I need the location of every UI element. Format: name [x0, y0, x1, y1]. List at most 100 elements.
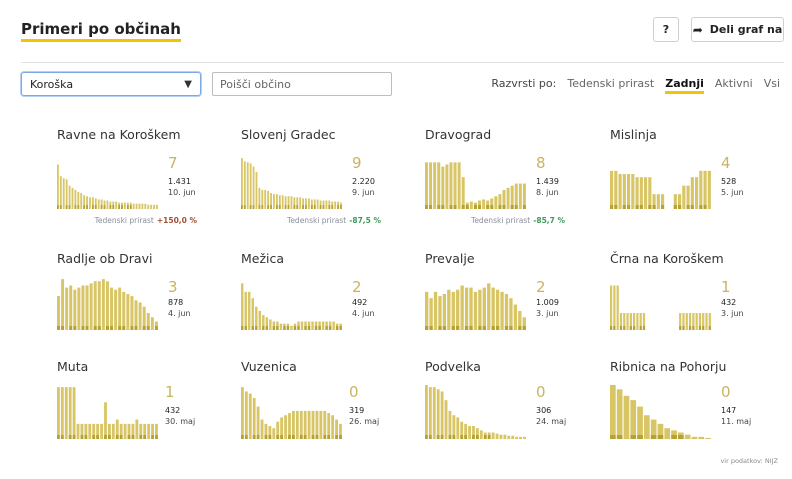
municipality-card[interactable]: Slovenj Gradec 9 2.220 9. jun Tedenski prira… — [241, 127, 421, 227]
sparkline-bar-active — [504, 326, 509, 330]
total-cases: 319 — [349, 406, 365, 415]
sparkline-bar — [332, 321, 335, 330]
sparkline-bar-active — [630, 435, 637, 439]
sparkline-bar — [57, 387, 60, 439]
sparkline-bar-active — [284, 205, 287, 209]
sparkline-bar — [290, 325, 293, 330]
sparkline-bar-active — [514, 205, 518, 209]
sparkline-bar — [108, 423, 111, 439]
municipality-card[interactable]: Mežica 2 492 4. jun — [241, 251, 421, 351]
sparkline-bar — [460, 285, 464, 330]
sort-option-weekly[interactable]: Tedenski prirast — [567, 77, 655, 90]
sparkline-bar — [522, 183, 526, 209]
municipality-card[interactable]: Mislinja 4 528 5. jun — [610, 127, 790, 227]
sparkline-bar — [627, 174, 631, 209]
latest-count: 3 — [168, 278, 178, 296]
weekly-trend-value: -85,7 % — [533, 216, 565, 225]
sparkline-bar-active — [633, 326, 636, 330]
sparkline-bar — [705, 437, 711, 439]
sparkline-bar-active — [702, 326, 705, 330]
share-button[interactable]: ➦ Deli graf na — [691, 17, 784, 42]
municipality-card[interactable]: Muta 1 432 30. maj — [57, 359, 237, 459]
sparkline-bar — [296, 197, 299, 209]
sparkline-bar — [690, 177, 694, 209]
sparkline-bar-active — [83, 205, 86, 209]
sparkline-bar — [482, 287, 486, 330]
sparkline-bar-active — [288, 435, 291, 439]
municipality-card[interactable]: Prevalje 2 1.009 3. jun — [425, 251, 605, 351]
help-button[interactable]: ? — [653, 17, 679, 42]
sparkline-bar — [695, 177, 699, 209]
municipality-card[interactable]: Dravograd 8 1.439 8. jun Tedenski prirast -85… — [425, 127, 605, 227]
sparkline-bar-active — [451, 326, 455, 330]
municipality-card[interactable]: Podvelka 0 306 24. maj — [425, 359, 605, 459]
sparkline-bar-active — [478, 205, 482, 209]
sparkline-bar-active — [302, 205, 305, 209]
sparkline-bar — [437, 162, 441, 209]
sparkline-bar-active — [256, 435, 260, 439]
sparkline-bar — [486, 200, 490, 209]
sparkline-bar — [339, 423, 342, 439]
sparkline-bar-active — [307, 326, 311, 330]
sparkline-bar — [304, 321, 307, 330]
sparkline-bar-active — [122, 326, 126, 330]
sparkline-bar — [644, 415, 650, 439]
sparkline-bar-active — [121, 205, 123, 209]
sparkline-bar — [115, 201, 118, 209]
sparkline-bar — [252, 397, 256, 439]
municipality-card[interactable]: Ravne na Koroškem 7 1.431 10. jun Tedenski p… — [57, 127, 237, 227]
sparkline-bar-active — [127, 435, 131, 439]
sparkline-bar — [519, 436, 522, 439]
sparkline-bar-active — [436, 435, 440, 439]
sparkline-bar-active — [323, 435, 327, 439]
search-input[interactable] — [212, 72, 392, 96]
sparkline-bar — [267, 190, 270, 209]
sparkline-bar-active — [495, 326, 500, 330]
sparkline-bar — [442, 293, 447, 330]
sort-option-latest[interactable]: Zadnji — [665, 77, 704, 94]
sparkline-bar-active — [456, 326, 460, 330]
sparkline-bar-active — [652, 205, 656, 209]
latest-date: 26. maj — [349, 417, 380, 426]
sparkline-bar — [308, 198, 310, 209]
sparkline-bar-active — [60, 435, 64, 439]
sparkline-bar — [691, 436, 698, 439]
sparkline-bar — [623, 395, 630, 439]
municipality-card[interactable]: Črna na Koroškem 1 432 3. jun — [610, 251, 790, 351]
municipality-card[interactable]: Vuzenica 0 319 26. maj — [241, 359, 421, 459]
sparkline-bar — [100, 423, 103, 439]
sparkline-bar — [77, 287, 81, 330]
sparkline-bar — [275, 194, 278, 209]
sparkline-bar — [468, 426, 471, 439]
sort-option-active[interactable]: Aktivni — [714, 77, 753, 90]
sparkline-bar — [652, 194, 656, 209]
sort-option-all[interactable]: Vsi — [763, 77, 780, 90]
sparkline-bar-active — [276, 326, 279, 330]
sparkline-bar — [284, 196, 287, 209]
sparkline-bar-active — [275, 205, 278, 209]
sparkline-bar-active — [622, 205, 626, 209]
sparkline-bar-active — [671, 435, 677, 439]
sparkline-bar — [297, 321, 300, 330]
municipality-card[interactable]: Radlje ob Dravi 3 878 4. jun — [57, 251, 237, 351]
sparkline-bar — [616, 389, 623, 439]
sparkline-bar — [698, 313, 702, 330]
sparkline-bar — [673, 194, 677, 209]
municipality-name: Mislinja — [610, 127, 657, 142]
sparkline-bar-active — [303, 435, 307, 439]
sparkline-bar — [111, 423, 115, 439]
sparkline-bar — [464, 287, 469, 330]
sparkline-bar — [456, 417, 460, 439]
region-select[interactable]: Koroška ▼ — [21, 72, 201, 96]
sparkline-bar-active — [293, 326, 297, 330]
municipality-card[interactable]: Ribnica na Pohorju 0 147 11. maj — [610, 359, 790, 459]
municipality-name: Podvelka — [425, 359, 481, 374]
sparkline-bar — [504, 293, 509, 330]
sparkline-bar — [325, 321, 328, 330]
sparkline-bar — [479, 430, 483, 439]
sparkline-bar — [671, 430, 677, 439]
sparkline-bar-active — [442, 326, 447, 330]
sparkline-bar-active — [461, 205, 465, 209]
sparkline-bar — [255, 171, 258, 209]
sparkline-bar — [288, 413, 291, 439]
